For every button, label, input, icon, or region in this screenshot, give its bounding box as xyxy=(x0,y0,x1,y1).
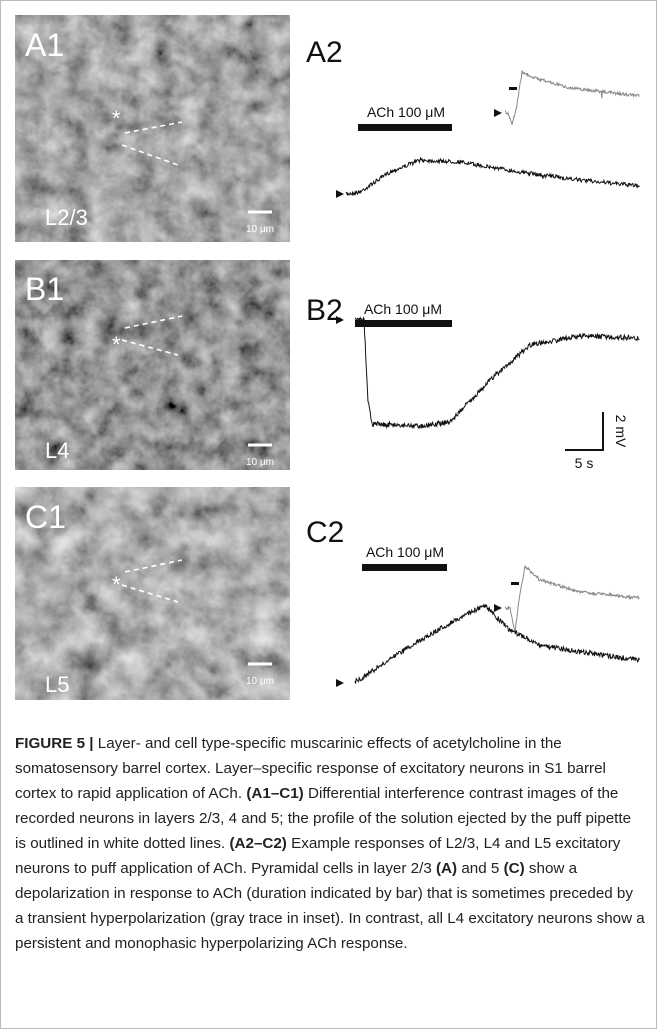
baseline-arrow xyxy=(494,109,502,117)
baseline-arrow xyxy=(336,679,344,687)
stimulus-bar xyxy=(355,320,452,327)
stimulus-bar xyxy=(358,124,452,131)
panel-label: A2 xyxy=(306,36,343,69)
stimulus-bar xyxy=(362,564,447,571)
figure: A1 * L2/3 10 μm B1 * L4 10 μm C1 * L5 10… xyxy=(0,0,657,720)
scale-bar xyxy=(565,412,603,450)
layer-label: L2/3 xyxy=(45,205,88,230)
baseline-arrow xyxy=(336,190,344,198)
voltage-trace xyxy=(355,318,639,429)
inset-bar xyxy=(511,582,519,585)
page: A1 * L2/3 10 μm B1 * L4 10 μm C1 * L5 10… xyxy=(0,0,657,1031)
layer-label: L5 xyxy=(45,672,69,697)
caption-label: FIGURE 5 | xyxy=(15,735,94,752)
caption-ref: (A) xyxy=(436,860,457,877)
layer-label: L4 xyxy=(45,438,69,463)
scale-label: 10 μm xyxy=(246,457,274,468)
voltage-trace xyxy=(505,71,640,126)
scale-label: 5 s xyxy=(575,455,594,471)
pipette-marker: * xyxy=(112,106,121,131)
panel-label: A1 xyxy=(25,27,64,63)
caption-ref: (C) xyxy=(504,860,525,877)
scale-label: 10 μm xyxy=(246,224,274,235)
stimulus-label: ACh 100 μM xyxy=(366,544,444,560)
stimulus-label: ACh 100 μM xyxy=(367,104,445,120)
panel-label: B1 xyxy=(25,271,64,307)
inset-bar xyxy=(509,87,517,90)
scale-label: 10 μm xyxy=(246,676,274,687)
panel-label: C2 xyxy=(306,516,344,549)
pipette-marker: * xyxy=(112,332,121,357)
figure-caption: FIGURE 5 | Layer- and cell type-specific… xyxy=(15,731,645,956)
baseline-arrow xyxy=(494,604,502,612)
voltage-trace xyxy=(346,158,639,195)
caption-ref: (A1–C1) xyxy=(246,785,303,802)
stimulus-label: ACh 100 μM xyxy=(364,301,442,317)
scale-label: 2 mV xyxy=(613,415,629,448)
pipette-marker: * xyxy=(112,572,121,597)
voltage-trace xyxy=(505,566,639,631)
caption-text: and 5 xyxy=(461,860,499,877)
caption-ref: (A2–C2) xyxy=(229,835,286,852)
voltage-trace xyxy=(355,605,639,684)
panel-label: C1 xyxy=(25,499,66,535)
